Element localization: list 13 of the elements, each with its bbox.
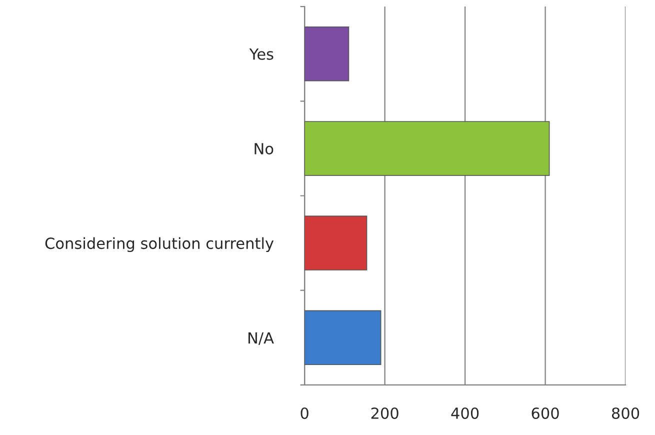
y-tick-label: No xyxy=(254,143,274,154)
y-tick-label: Considering solution currently xyxy=(45,237,274,252)
y-tick-label: N/A xyxy=(248,332,274,345)
y-tick-label: Yes xyxy=(249,48,274,60)
bar xyxy=(304,216,368,270)
bar xyxy=(304,26,350,82)
x-tick-label: 600 xyxy=(532,407,559,420)
bar xyxy=(304,121,550,176)
x-tick-label: 200 xyxy=(371,407,398,420)
x-tick-label: 800 xyxy=(612,407,640,420)
x-tick-label: 0 xyxy=(300,407,308,420)
bar xyxy=(304,310,382,366)
x-tick-label: 400 xyxy=(451,407,479,420)
